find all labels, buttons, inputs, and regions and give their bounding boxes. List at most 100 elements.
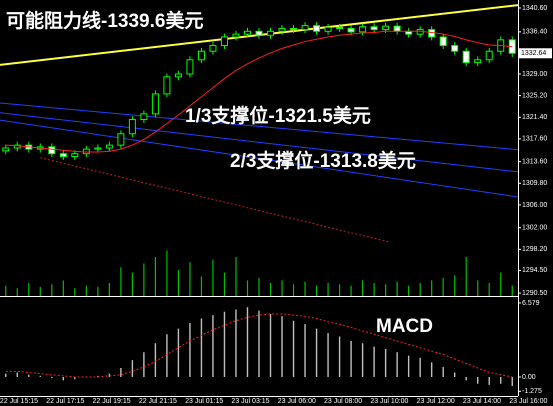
y-tick-label: 1302.00 — [522, 225, 547, 232]
volume-bar — [200, 276, 203, 296]
macd-bar — [177, 328, 180, 377]
volume-bar — [189, 262, 191, 296]
candle-body — [428, 29, 436, 38]
candle-body — [220, 36, 228, 47]
volume-bar — [488, 283, 490, 296]
candle-body — [485, 50, 493, 61]
volume-bar — [235, 257, 237, 296]
volume-bar — [338, 284, 341, 296]
candle-body — [128, 119, 136, 135]
annotation: 2/3支撑位-1313.8美元 — [230, 149, 416, 172]
macd-tick-label: -1.275 — [522, 388, 542, 395]
candle-body — [313, 25, 321, 32]
candle-body — [186, 59, 194, 75]
macd-bar — [269, 313, 272, 377]
macd-bar — [361, 343, 364, 377]
macd-bar — [477, 376, 479, 384]
candle-body — [140, 113, 148, 121]
candle-body — [451, 45, 459, 52]
macd-bar — [407, 355, 410, 377]
candle-body — [336, 26, 344, 29]
candle-body — [59, 153, 67, 158]
x-tick-label: 23 Jul 03:15 — [231, 398, 269, 405]
volume-bar — [39, 286, 41, 296]
y-tick-label: 1290.50 — [522, 290, 547, 297]
volume-bar — [5, 285, 7, 296]
volume-bar — [477, 280, 479, 296]
volume-bar — [74, 288, 76, 296]
volume-bar — [16, 288, 18, 296]
candle-body — [13, 144, 21, 149]
macd-bar — [396, 352, 398, 377]
volume-bar — [292, 284, 295, 296]
y-tick-label: 1325.20 — [522, 92, 547, 99]
macd-bar — [315, 328, 318, 377]
macd-bar — [384, 348, 387, 377]
x-tick-label: 23 Jul 01:15 — [185, 398, 223, 405]
volume-bar — [304, 281, 306, 296]
candle-body — [151, 93, 159, 115]
candle-body — [2, 147, 10, 152]
volume-bar — [212, 259, 214, 296]
candle-body — [290, 27, 298, 31]
volume-bar — [120, 267, 122, 296]
candle-body — [105, 144, 113, 149]
volume-bar — [143, 263, 145, 296]
volume-bar — [28, 283, 30, 296]
x-tick-label: 22 Jul 21:15 — [139, 398, 177, 405]
candle-body — [255, 30, 263, 36]
macd-bar — [235, 309, 237, 377]
x-tick-label: 23 Jul 08:00 — [324, 398, 362, 405]
candle-body — [48, 146, 56, 155]
volume-bar — [315, 285, 318, 296]
candle-body — [174, 73, 182, 78]
macd-bar — [430, 362, 433, 377]
x-tick-label: 23 Jul 10:00 — [370, 398, 408, 405]
candle-body — [359, 26, 367, 33]
x-tick-label: 22 Jul 19:15 — [93, 398, 131, 405]
volume-bar — [327, 283, 329, 296]
volume-bar — [362, 280, 364, 296]
volume-bar — [223, 272, 226, 296]
candle-body — [94, 147, 102, 150]
y-tick-label: 1336.40 — [522, 29, 547, 36]
x-tick-label: 23 Jul 06:00 — [278, 398, 316, 405]
candle-body — [243, 30, 251, 35]
candle-body — [163, 76, 171, 95]
macd-tick-label: 0.00 — [522, 374, 536, 381]
volume-bar — [454, 275, 456, 296]
volume-bar — [131, 272, 133, 296]
volume-bar — [258, 277, 260, 296]
volume-bar — [177, 270, 180, 296]
volume-bar — [108, 283, 110, 296]
candle-body — [117, 133, 125, 146]
candle-body — [382, 25, 390, 31]
x-tick-label: 22 Jul 15:15 — [0, 398, 38, 405]
volume-bar — [51, 284, 53, 296]
macd-bar — [453, 372, 456, 377]
macd-bar — [292, 320, 295, 377]
macd-bar — [304, 324, 306, 377]
macd-bar — [465, 376, 467, 381]
trend-line — [0, 119, 519, 198]
macd-bar — [166, 334, 168, 377]
volume-bar — [442, 277, 444, 296]
macd-bar — [143, 352, 145, 377]
macd-bar — [154, 343, 157, 377]
volume-bar — [385, 284, 387, 296]
macd-bar — [246, 307, 249, 377]
x-tick-label: 23 Jul 14:00 — [463, 398, 501, 405]
candle-body — [393, 25, 401, 32]
volume-bar — [281, 280, 283, 296]
candle-body — [209, 45, 217, 52]
volume-bar — [246, 280, 249, 296]
macd-bar — [131, 360, 134, 377]
y-tick-label: 1340.60 — [522, 5, 547, 12]
candle-body — [370, 26, 378, 31]
macd-bar — [212, 315, 214, 377]
volume-bar — [85, 285, 87, 296]
volume-bar — [419, 283, 421, 296]
macd-title: MACD — [376, 316, 433, 337]
